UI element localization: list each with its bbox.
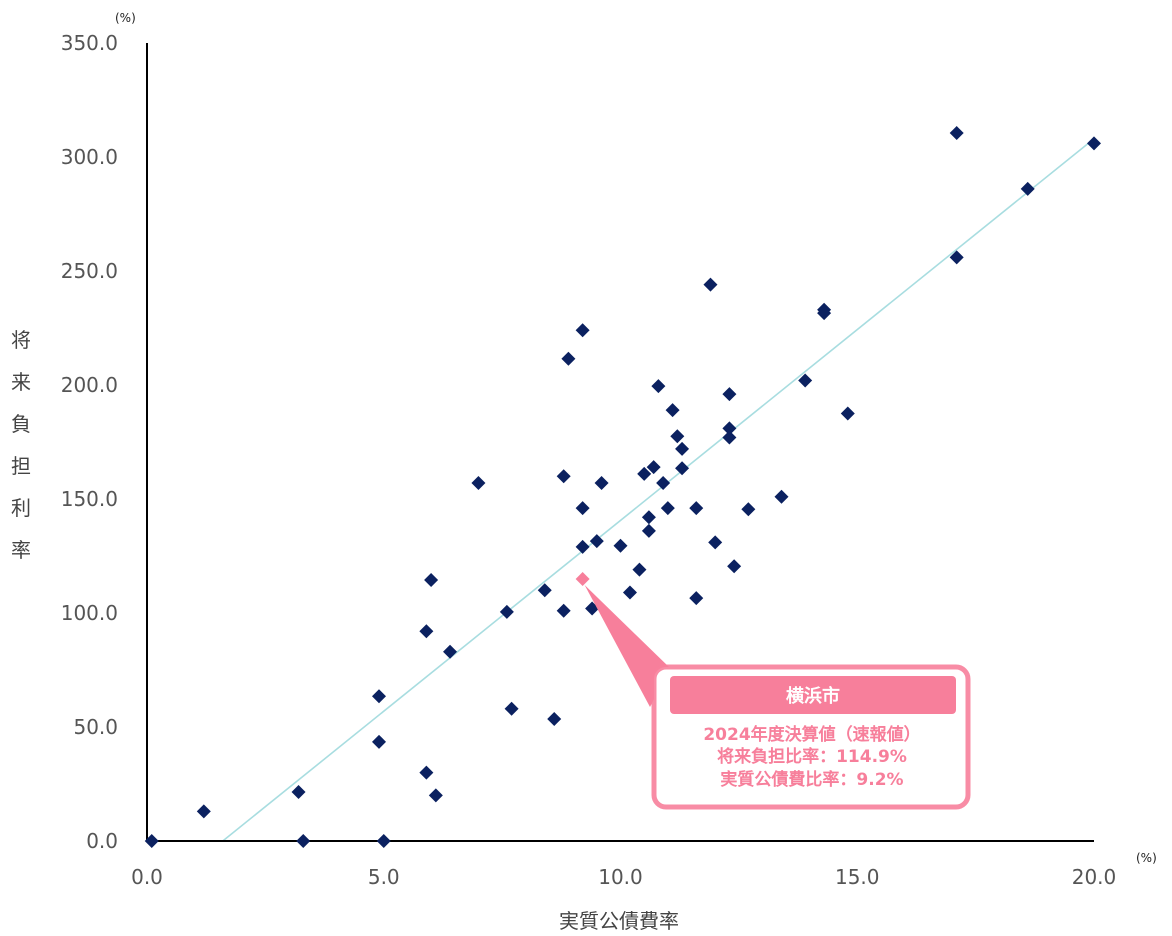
callout-pointer — [584, 585, 670, 707]
data-point — [637, 466, 652, 481]
data-point — [840, 406, 855, 421]
x-tick-label: 15.0 — [835, 865, 880, 889]
data-point — [665, 403, 680, 418]
data-point — [722, 421, 737, 436]
data-point — [556, 603, 571, 618]
data-point — [817, 306, 832, 321]
data-point — [428, 788, 443, 803]
y-tick-label: 300.0 — [61, 145, 118, 169]
data-points — [144, 126, 1101, 848]
data-point — [296, 834, 311, 848]
x-tick-labels: 0.0 5.0 10.0 15.0 20.0 — [131, 865, 1116, 889]
data-point — [196, 804, 211, 819]
data-point — [703, 277, 718, 292]
x-axis-title: 実質公債費率 — [559, 909, 679, 933]
data-point — [372, 734, 387, 749]
data-point — [774, 489, 789, 504]
callout-line-1: 2024年度決算値（速報値） — [703, 724, 920, 745]
y-tick-labels: 0.0 50.0 100.0 150.0 200.0 250.0 300.0 350.0 — [61, 31, 118, 853]
callout-title-bar — [670, 676, 956, 714]
data-point — [575, 501, 590, 516]
data-point — [656, 476, 671, 491]
y-tick-label: 100.0 — [61, 601, 118, 625]
data-point — [537, 583, 552, 598]
data-point — [660, 501, 675, 516]
data-point — [589, 534, 604, 549]
data-point — [443, 644, 458, 659]
data-point — [949, 250, 964, 265]
y-tick-label: 50.0 — [73, 715, 118, 739]
data-point — [144, 834, 159, 848]
data-point — [727, 559, 742, 574]
data-point — [1020, 181, 1035, 196]
data-point — [689, 591, 704, 606]
callout-line-2: 将来負担比率：114.9% — [717, 746, 907, 767]
x-tick-label: 10.0 — [598, 865, 643, 889]
y-tick-label: 150.0 — [61, 487, 118, 511]
data-point — [741, 502, 756, 517]
trendline-layer — [222, 138, 1095, 842]
data-point — [641, 523, 656, 538]
data-point — [504, 701, 519, 716]
highlight-point — [575, 572, 590, 587]
data-point — [670, 429, 685, 444]
data-point — [424, 572, 439, 587]
data-point — [372, 689, 387, 704]
data-point — [561, 351, 576, 366]
y-axis-title: 将来負担利率 — [11, 328, 31, 562]
data-point — [556, 469, 571, 484]
x-tick-label: 0.0 — [131, 865, 163, 889]
data-point — [798, 373, 813, 388]
x-unit-label: (%) — [1136, 851, 1157, 865]
data-point — [689, 501, 704, 516]
data-point — [708, 535, 723, 550]
y-tick-label: 350.0 — [61, 31, 118, 55]
x-tick-label: 5.0 — [368, 865, 400, 889]
data-point — [499, 604, 514, 619]
data-point — [419, 765, 434, 780]
data-point — [613, 538, 628, 553]
data-point — [622, 585, 637, 600]
y-tick-label: 0.0 — [86, 829, 118, 853]
data-point — [632, 562, 647, 577]
data-point — [471, 476, 486, 491]
data-point — [575, 323, 590, 338]
data-point — [575, 539, 590, 554]
y-tick-label: 250.0 — [61, 259, 118, 283]
y-unit-label: (%) — [115, 11, 136, 25]
data-point — [1087, 136, 1101, 151]
data-point — [722, 387, 737, 402]
annotation-callout: 横浜市 2024年度決算値（速報値） 将来負担比率：114.9% 実質公債費比率… — [584, 585, 971, 810]
data-point — [641, 510, 656, 525]
y-tick-label: 200.0 — [61, 373, 118, 397]
data-point — [646, 460, 661, 475]
data-point — [419, 624, 434, 639]
data-point — [651, 379, 666, 394]
trendline — [222, 138, 1095, 842]
callout-title: 横浜市 — [786, 685, 840, 707]
data-point — [547, 712, 562, 727]
data-point — [291, 784, 306, 799]
data-point — [376, 834, 391, 848]
callout-line-3: 実質公債費比率：9.2% — [720, 769, 903, 790]
data-point — [675, 461, 690, 476]
data-point — [722, 430, 737, 445]
x-tick-label: 20.0 — [1072, 865, 1117, 889]
data-point — [675, 441, 690, 456]
data-point — [949, 126, 964, 141]
data-point — [594, 476, 609, 491]
